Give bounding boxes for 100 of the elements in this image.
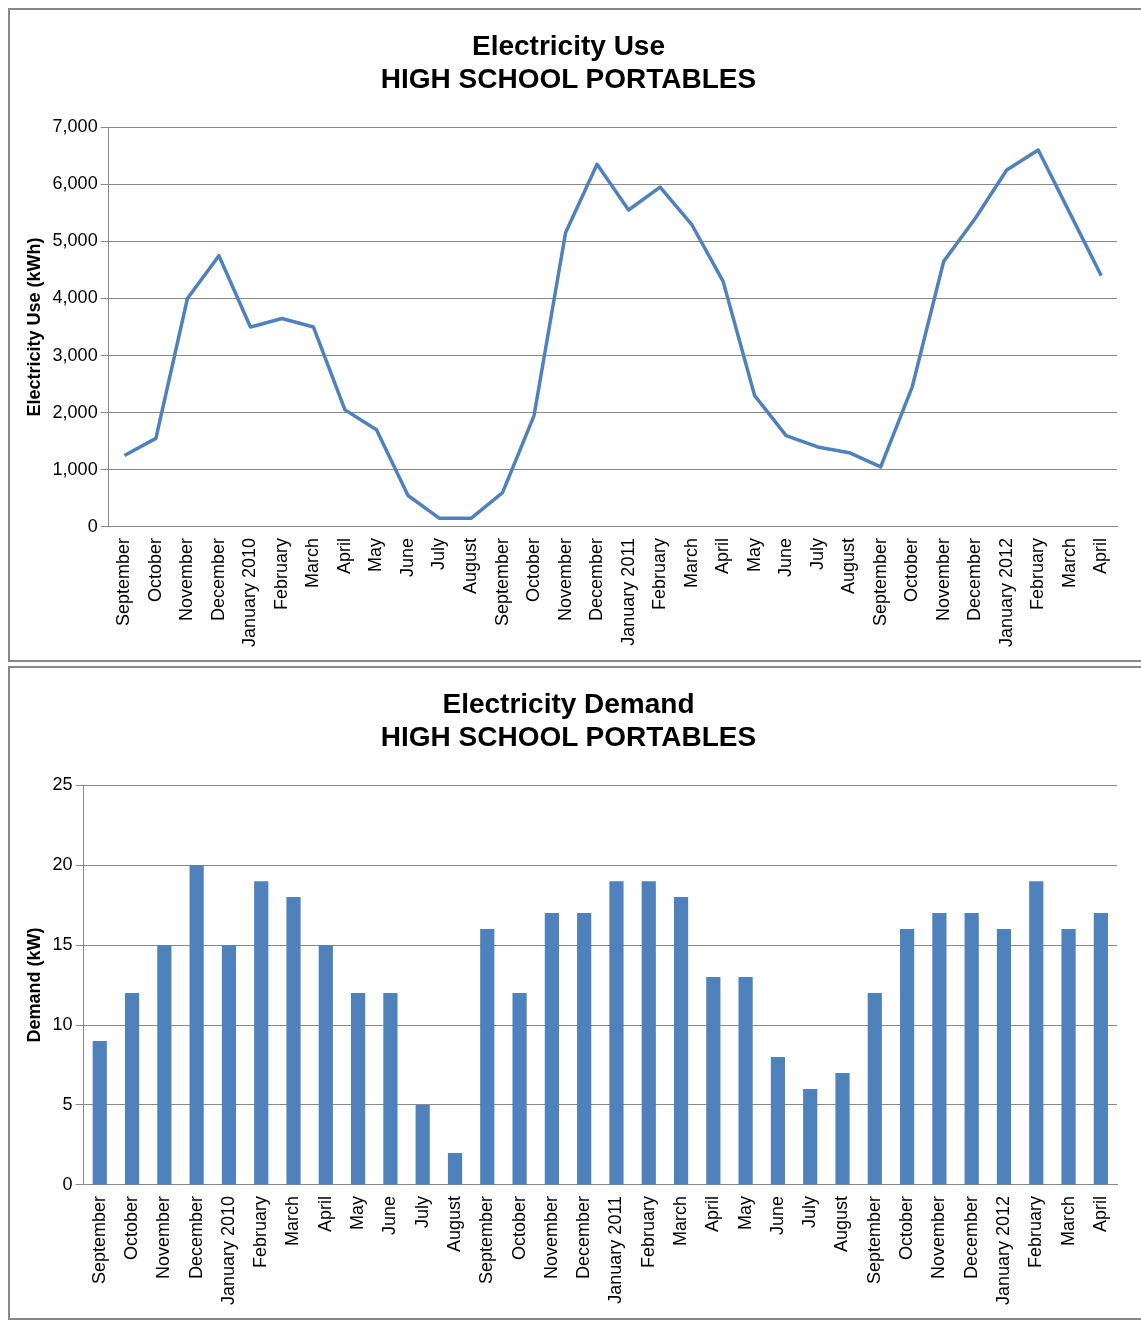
bar <box>867 993 882 1185</box>
x-tick-label: November <box>554 537 575 621</box>
x-tick-label: November <box>932 537 953 621</box>
x-tick-label: September <box>88 1195 109 1284</box>
x-tick-label: April <box>333 537 354 574</box>
x-tick-label: May <box>743 537 764 572</box>
x-tick-label: October <box>523 537 544 602</box>
bar <box>1061 929 1076 1185</box>
bar <box>738 977 753 1185</box>
x-tick-label: May <box>347 1195 368 1230</box>
x-tick-label: March <box>1058 537 1079 588</box>
x-tick-label: November <box>540 1195 561 1279</box>
bar <box>577 913 592 1185</box>
x-tick-label: September <box>863 1195 884 1284</box>
bar <box>415 1104 430 1185</box>
x-tick-label: January 2011 <box>605 1195 626 1304</box>
bar <box>544 913 559 1185</box>
bar <box>157 945 172 1185</box>
y-tick-label: 5 <box>62 1093 73 1114</box>
bar <box>512 993 527 1185</box>
x-tick-label: March <box>680 537 701 588</box>
bar <box>447 1152 463 1185</box>
y-tick-label: 2,000 <box>52 401 98 422</box>
x-tick-label: June <box>775 537 796 577</box>
bar <box>770 1057 786 1185</box>
bar <box>92 1041 107 1185</box>
x-tick-label: June <box>379 1195 400 1235</box>
bar <box>641 881 656 1185</box>
y-tick-label: 5,000 <box>52 230 98 251</box>
chart-title: Electricity Use HIGH SCHOOL PORTABLES <box>380 29 757 95</box>
x-tick-label: March <box>282 1195 303 1246</box>
x-tick-label: May <box>734 1195 755 1230</box>
y-tick-label: 4,000 <box>52 287 98 308</box>
bar <box>286 897 301 1185</box>
x-tick-label: September <box>869 537 890 626</box>
y-tick-label: 6,000 <box>52 173 98 194</box>
x-tick-label: April <box>712 537 733 574</box>
x-tick-label: October <box>901 537 922 602</box>
x-tick-label: October <box>896 1195 917 1260</box>
bar <box>221 945 237 1185</box>
x-tick-label: February <box>649 537 670 610</box>
x-tick-label: April <box>1090 537 1111 574</box>
x-tick-label: June <box>396 537 417 577</box>
x-tick-label: April <box>1089 1195 1110 1232</box>
y-tick-label: 0 <box>62 1173 73 1194</box>
y-tick-label: 25 <box>52 774 73 795</box>
bar <box>383 993 398 1185</box>
x-tick-label: February <box>270 537 291 610</box>
x-tick-label: November <box>928 1195 949 1279</box>
x-tick-label: March <box>670 1195 691 1246</box>
x-tick-label: December <box>207 537 228 621</box>
x-tick-label: December <box>586 537 607 621</box>
bar <box>835 1073 850 1185</box>
x-tick-label: April <box>702 1195 723 1232</box>
x-tick-label: November <box>176 537 197 621</box>
x-tick-label: January 2010 <box>239 537 260 648</box>
x-tick-label: February <box>637 1195 658 1268</box>
y-tick-label: 1,000 <box>52 458 98 479</box>
bar <box>932 913 947 1185</box>
y-tick-label: 0 <box>87 515 98 536</box>
x-tick-label: December <box>960 1195 981 1279</box>
x-tick-label: March <box>1057 1195 1078 1246</box>
bar <box>706 977 721 1185</box>
bar <box>673 897 689 1185</box>
x-tick-label: January 2011 <box>617 537 638 646</box>
x-tick-label: October <box>508 1195 529 1260</box>
y-tick-label: 10 <box>52 1014 73 1034</box>
y-axis-title: Electricity Use (kWh) <box>23 237 44 417</box>
bar <box>1029 881 1044 1185</box>
bar <box>1093 913 1108 1185</box>
x-tick-label: March <box>302 537 323 588</box>
x-tick-label: September <box>113 537 134 626</box>
x-tick-label: January 2012 <box>995 537 1016 648</box>
bar <box>480 929 495 1185</box>
bar <box>189 865 204 1185</box>
x-tick-label: April <box>314 1195 335 1232</box>
y-axis-title: Demand (kW) <box>23 927 44 1043</box>
x-tick-label: July <box>806 537 827 570</box>
y-tick-label: 15 <box>52 934 73 955</box>
bar <box>124 993 140 1185</box>
x-tick-label: May <box>365 537 386 572</box>
x-tick-label: August <box>443 1195 464 1252</box>
y-tick-label: 20 <box>52 854 73 875</box>
x-tick-label: December <box>964 537 985 621</box>
x-tick-label: February <box>1025 1195 1046 1268</box>
x-tick-label: February <box>250 1195 271 1268</box>
x-tick-label: July <box>428 537 449 570</box>
x-tick-label: December <box>185 1195 206 1279</box>
x-tick-label: October <box>144 537 165 602</box>
bar <box>899 929 915 1185</box>
x-tick-label: August <box>459 537 480 594</box>
x-tick-label: June <box>766 1195 787 1235</box>
y-tick-label: 7,000 <box>52 116 98 137</box>
bar <box>254 881 269 1185</box>
bar <box>964 913 979 1185</box>
x-tick-label: July <box>799 1195 820 1228</box>
bar <box>609 881 624 1185</box>
x-tick-label: September <box>491 537 512 626</box>
x-tick-label: July <box>411 1195 432 1228</box>
x-tick-label: December <box>573 1195 594 1279</box>
